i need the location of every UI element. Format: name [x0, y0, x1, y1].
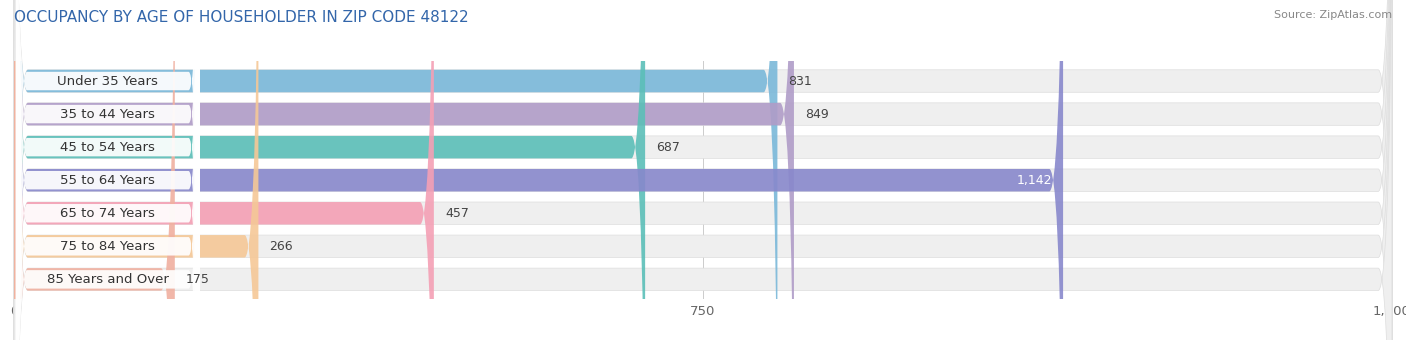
FancyBboxPatch shape	[15, 0, 200, 340]
Text: 831: 831	[789, 74, 813, 87]
FancyBboxPatch shape	[14, 0, 1392, 340]
FancyBboxPatch shape	[14, 0, 1392, 340]
Text: 687: 687	[657, 141, 681, 154]
FancyBboxPatch shape	[14, 0, 174, 340]
FancyBboxPatch shape	[14, 0, 259, 340]
FancyBboxPatch shape	[14, 0, 1392, 340]
FancyBboxPatch shape	[14, 0, 778, 340]
Text: 175: 175	[186, 273, 209, 286]
Text: OCCUPANCY BY AGE OF HOUSEHOLDER IN ZIP CODE 48122: OCCUPANCY BY AGE OF HOUSEHOLDER IN ZIP C…	[14, 10, 468, 25]
FancyBboxPatch shape	[14, 0, 1392, 340]
Text: 75 to 84 Years: 75 to 84 Years	[60, 240, 155, 253]
Text: 849: 849	[806, 107, 828, 121]
Text: 55 to 64 Years: 55 to 64 Years	[60, 174, 155, 187]
Text: Source: ZipAtlas.com: Source: ZipAtlas.com	[1274, 10, 1392, 20]
Text: 266: 266	[270, 240, 292, 253]
Text: 65 to 74 Years: 65 to 74 Years	[60, 207, 155, 220]
Text: 45 to 54 Years: 45 to 54 Years	[60, 141, 155, 154]
Text: 1,142: 1,142	[1017, 174, 1052, 187]
FancyBboxPatch shape	[14, 0, 434, 340]
FancyBboxPatch shape	[15, 0, 200, 340]
FancyBboxPatch shape	[14, 0, 645, 340]
FancyBboxPatch shape	[15, 0, 200, 340]
FancyBboxPatch shape	[15, 0, 200, 340]
Text: Under 35 Years: Under 35 Years	[58, 74, 159, 87]
FancyBboxPatch shape	[14, 0, 1392, 340]
FancyBboxPatch shape	[14, 0, 794, 340]
FancyBboxPatch shape	[14, 0, 1392, 340]
Text: 85 Years and Over: 85 Years and Over	[46, 273, 169, 286]
FancyBboxPatch shape	[14, 0, 1063, 340]
Text: 35 to 44 Years: 35 to 44 Years	[60, 107, 155, 121]
FancyBboxPatch shape	[15, 0, 200, 340]
Text: 457: 457	[444, 207, 468, 220]
FancyBboxPatch shape	[15, 0, 200, 340]
FancyBboxPatch shape	[14, 0, 1392, 340]
FancyBboxPatch shape	[15, 0, 200, 340]
